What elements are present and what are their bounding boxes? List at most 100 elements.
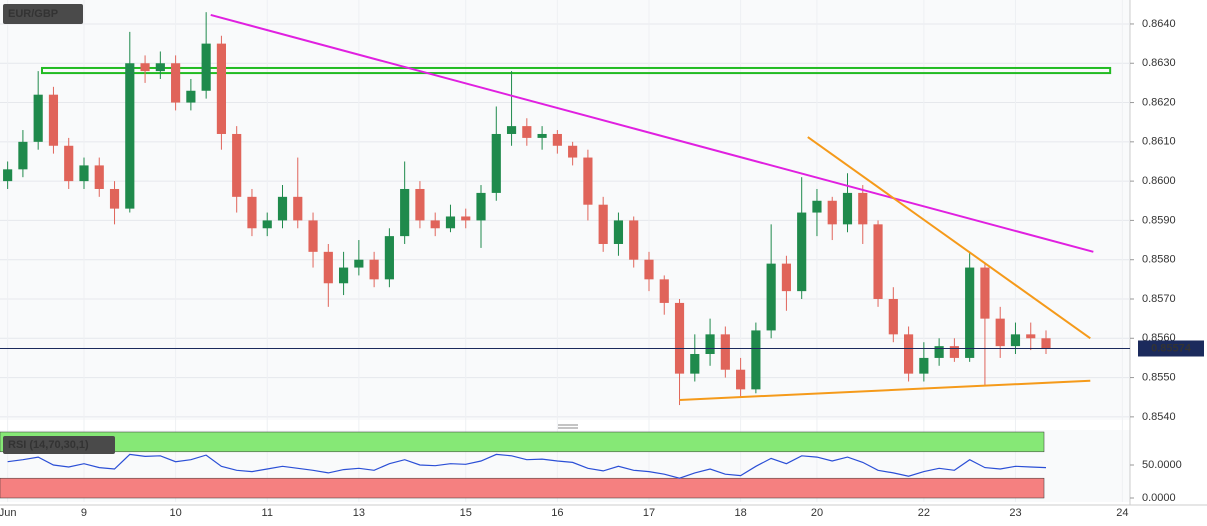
candle-body	[277, 196, 288, 221]
candle-body	[888, 298, 898, 335]
x-tick-label: 17	[643, 507, 655, 519]
candle-body	[919, 357, 929, 374]
candle-body	[430, 220, 440, 229]
x-tick-label: 11	[262, 507, 273, 519]
last-price-label: 0.85574	[1151, 342, 1192, 354]
candle-body	[690, 353, 700, 374]
candle-body	[1010, 334, 1021, 347]
x-tick-label: 23	[1009, 507, 1021, 519]
candle-body	[965, 267, 975, 358]
rsi-label: RSI (14,70,30,1)	[8, 439, 89, 451]
candle-body	[873, 224, 883, 299]
candle-body	[201, 43, 211, 91]
candle-body	[995, 318, 1005, 347]
candle-body	[766, 263, 776, 331]
candle-body	[262, 220, 272, 229]
y-tick-label: 0.8580	[1142, 254, 1176, 266]
candle-body	[674, 302, 685, 374]
candle-body	[736, 369, 746, 390]
x-tick-label: 24	[1116, 507, 1128, 519]
candle-body	[293, 196, 303, 221]
y-tick-label: 0.8540	[1142, 411, 1176, 423]
x-tick-label: 18	[734, 507, 746, 519]
trendline	[807, 136, 1091, 340]
candle-body	[751, 330, 761, 390]
rsi-label-box	[3, 436, 115, 454]
candle-body	[384, 236, 394, 280]
candle-body	[400, 188, 410, 237]
x-tick-label: 22	[918, 507, 930, 519]
candle-body	[415, 188, 425, 221]
candle-body	[629, 220, 639, 260]
candle-body	[323, 251, 333, 284]
candle-body	[858, 192, 868, 225]
candle-body	[186, 90, 196, 103]
candle-body	[155, 63, 165, 72]
candle-body	[369, 259, 379, 280]
candle-body	[64, 145, 74, 182]
y-tick-label: 0.8640	[1142, 18, 1176, 30]
y-tick-label: 0.8590	[1142, 214, 1176, 226]
rsi-lower-band	[0, 477, 1045, 499]
candle-body	[476, 192, 486, 221]
candle-body	[354, 259, 364, 268]
candle-body	[949, 346, 959, 358]
candle-body	[827, 200, 837, 225]
candle-body	[1041, 338, 1051, 349]
candle-body	[506, 126, 517, 134]
candle-body	[797, 212, 807, 292]
candle-body	[33, 94, 43, 142]
trendline	[210, 13, 1094, 253]
candle-body	[781, 263, 791, 292]
rsi-tick-label: 0.0000	[1142, 492, 1176, 504]
candle-body	[934, 346, 944, 358]
x-tick-label: 13	[353, 507, 365, 519]
rsi-tick-label: 50.0000	[1142, 459, 1182, 471]
candle-body	[247, 196, 257, 229]
candle-body	[537, 133, 547, 138]
chart-title: EUR/GBP	[8, 8, 58, 20]
candle-body	[18, 141, 28, 170]
rsi-line	[7, 453, 1047, 479]
candle-body	[1026, 334, 1036, 339]
candle-body	[644, 259, 654, 280]
y-tick-label: 0.8620	[1142, 96, 1176, 108]
candle-body	[48, 94, 59, 146]
candle-body	[216, 43, 226, 134]
candle-body	[812, 200, 822, 213]
candle-body	[461, 216, 471, 221]
candle-body	[522, 126, 532, 138]
y-tick-label: 0.8570	[1142, 293, 1176, 305]
candle-body	[598, 204, 608, 244]
y-tick-label: 0.8600	[1142, 175, 1176, 187]
candle-body	[720, 334, 730, 370]
candle-body	[94, 165, 104, 189]
trendline	[679, 379, 1091, 401]
rsi-upper-band	[0, 431, 1045, 453]
candle-body	[705, 334, 715, 354]
candle-body	[232, 133, 242, 197]
candle-body	[568, 145, 578, 158]
title-box	[3, 4, 83, 24]
last-price-box	[1138, 340, 1204, 357]
candle-body	[904, 334, 914, 374]
candle-body	[659, 279, 669, 303]
candle-body	[3, 169, 13, 182]
x-tick-label: 9	[81, 507, 87, 519]
candle-body	[79, 165, 89, 182]
candle-body	[491, 133, 501, 193]
candle-body	[140, 63, 150, 72]
x-tick-label: Jun	[0, 507, 17, 519]
candle-body	[339, 267, 349, 284]
x-tick-label: 15	[460, 507, 472, 519]
candle-body	[842, 192, 853, 225]
y-tick-label: 0.8630	[1142, 57, 1176, 69]
candle-body	[552, 133, 562, 146]
resistance-zone	[40, 66, 1112, 75]
x-tick-label: 16	[551, 507, 563, 519]
candle-body	[445, 216, 456, 229]
y-tick-label: 0.8610	[1142, 136, 1176, 148]
candle-body	[125, 63, 135, 209]
